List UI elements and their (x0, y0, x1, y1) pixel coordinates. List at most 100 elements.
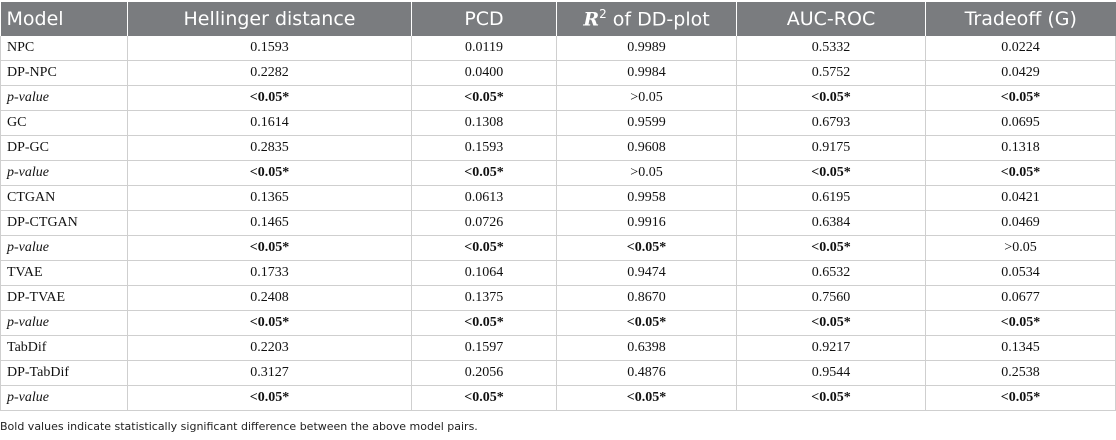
p-value-row: p-value <0.05* <0.05* <0.05* <0.05* >0.05 (0, 235, 1116, 261)
p-value-row: p-value <0.05* <0.05* >0.05 <0.05* <0.05* (0, 160, 1116, 186)
value-cell: 0.1733 (127, 260, 412, 286)
value-cell: <0.05* (127, 235, 412, 261)
model-name-cell: DP-TabDif (0, 360, 128, 386)
value-cell: >0.05 (556, 160, 737, 186)
header-r2-label: of DD-plot (606, 8, 710, 31)
value-cell: 0.9175 (736, 135, 926, 161)
model-name-cell: DP-NPC (0, 60, 128, 86)
model-name-cell: GC (0, 110, 128, 136)
value-cell: 0.2408 (127, 285, 412, 311)
value-cell: 0.0421 (925, 185, 1116, 211)
table-footnote: Bold values indicate statistically signi… (0, 420, 478, 433)
value-cell: <0.05* (127, 310, 412, 336)
value-cell: <0.05* (556, 310, 737, 336)
model-name-cell: p-value (0, 310, 128, 336)
value-cell: 0.0534 (925, 260, 1116, 286)
header-auc-roc: AUC-ROC (736, 2, 926, 36)
value-cell: 0.1308 (411, 110, 557, 136)
value-cell: 0.1593 (127, 36, 412, 61)
value-cell: 0.9916 (556, 210, 737, 236)
model-name-cell: p-value (0, 85, 128, 111)
value-cell: <0.05* (127, 85, 412, 111)
value-cell: 0.6793 (736, 110, 926, 136)
value-cell: <0.05* (925, 385, 1116, 411)
value-cell: <0.05* (556, 235, 737, 261)
header-row: Model Hellinger distance PCD R2 of DD-pl… (0, 2, 1116, 36)
model-name-cell: TVAE (0, 260, 128, 286)
table-row: TVAE 0.1733 0.1064 0.9474 0.6532 0.0534 (0, 260, 1116, 286)
p-value-row: p-value <0.05* <0.05* <0.05* <0.05* <0.05* (0, 310, 1116, 336)
value-cell: 0.6398 (556, 335, 737, 361)
value-cell: <0.05* (925, 310, 1116, 336)
value-cell: 0.9544 (736, 360, 926, 386)
value-cell: 0.9958 (556, 185, 737, 211)
value-cell: 0.1318 (925, 135, 1116, 161)
value-cell: 0.0119 (411, 36, 557, 61)
value-cell: <0.05* (411, 385, 557, 411)
header-pcd: PCD (411, 2, 557, 36)
table-body: NPC 0.1593 0.0119 0.9989 0.5332 0.0224 DP-NPC 0… (0, 36, 1116, 411)
value-cell: 0.2835 (127, 135, 412, 161)
table-row: DP-CTGAN 0.1465 0.0726 0.9916 0.6384 0.0469 (0, 210, 1116, 236)
value-cell: 0.0429 (925, 60, 1116, 86)
value-cell: 0.0224 (925, 36, 1116, 61)
value-cell: >0.05 (925, 235, 1116, 261)
value-cell: <0.05* (736, 235, 926, 261)
table-row: DP-TabDif 0.3127 0.2056 0.4876 0.9544 0.2538 (0, 360, 1116, 386)
table-row: CTGAN 0.1365 0.0613 0.9958 0.6195 0.0421 (0, 185, 1116, 211)
header-tradeoff: Tradeoff (G) (925, 2, 1116, 36)
p-value-row: p-value <0.05* <0.05* >0.05 <0.05* <0.05* (0, 85, 1116, 111)
value-cell: <0.05* (925, 160, 1116, 186)
value-cell: <0.05* (127, 385, 412, 411)
value-cell: 0.2538 (925, 360, 1116, 386)
value-cell: 0.1597 (411, 335, 557, 361)
table-row: NPC 0.1593 0.0119 0.9989 0.5332 0.0224 (0, 36, 1116, 61)
table-row: TabDif 0.2203 0.1597 0.6398 0.9217 0.1345 (0, 335, 1116, 361)
value-cell: 0.9599 (556, 110, 737, 136)
table-row: DP-TVAE 0.2408 0.1375 0.8670 0.7560 0.0677 (0, 285, 1116, 311)
header-hellinger-distance: Hellinger distance (127, 2, 412, 36)
p-value-row: p-value <0.05* <0.05* <0.05* <0.05* <0.05* (0, 385, 1116, 411)
value-cell: 0.3127 (127, 360, 412, 386)
model-name-cell: CTGAN (0, 185, 128, 211)
value-cell: 0.9608 (556, 135, 737, 161)
value-cell: 0.6532 (736, 260, 926, 286)
value-cell: <0.05* (925, 85, 1116, 111)
value-cell: 0.6195 (736, 185, 926, 211)
header-r2-symbol: R (583, 8, 600, 31)
value-cell: <0.05* (411, 310, 557, 336)
model-name-cell: p-value (0, 385, 128, 411)
model-name-cell: DP-CTGAN (0, 210, 128, 236)
value-cell: 0.1614 (127, 110, 412, 136)
value-cell: 0.9984 (556, 60, 737, 86)
results-table: Model Hellinger distance PCD R2 of DD-pl… (0, 2, 1116, 411)
model-name-cell: p-value (0, 160, 128, 186)
model-name-cell: p-value (0, 235, 128, 261)
value-cell: <0.05* (736, 385, 926, 411)
value-cell: 0.1365 (127, 185, 412, 211)
table-row: DP-NPC 0.2282 0.0400 0.9984 0.5752 0.0429 (0, 60, 1116, 86)
value-cell: 0.9989 (556, 36, 737, 61)
value-cell: 0.5332 (736, 36, 926, 61)
value-cell: <0.05* (127, 160, 412, 186)
value-cell: 0.2056 (411, 360, 557, 386)
value-cell: <0.05* (736, 160, 926, 186)
table-row: DP-GC 0.2835 0.1593 0.9608 0.9175 0.1318 (0, 135, 1116, 161)
header-model: Model (0, 2, 128, 36)
model-name-cell: DP-TVAE (0, 285, 128, 311)
value-cell: 0.9217 (736, 335, 926, 361)
value-cell: 0.0726 (411, 210, 557, 236)
model-name-cell: TabDif (0, 335, 128, 361)
model-name-cell: DP-GC (0, 135, 128, 161)
model-name-cell: NPC (0, 36, 128, 61)
value-cell: 0.1345 (925, 335, 1116, 361)
value-cell: 0.4876 (556, 360, 737, 386)
value-cell: 0.0677 (925, 285, 1116, 311)
value-cell: 0.8670 (556, 285, 737, 311)
value-cell: 0.9474 (556, 260, 737, 286)
value-cell: <0.05* (411, 160, 557, 186)
value-cell: 0.0400 (411, 60, 557, 86)
value-cell: 0.0613 (411, 185, 557, 211)
value-cell: 0.1465 (127, 210, 412, 236)
value-cell: <0.05* (411, 235, 557, 261)
